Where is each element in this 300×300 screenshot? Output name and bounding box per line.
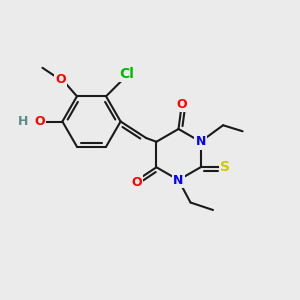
Text: Cl: Cl	[120, 67, 134, 81]
Text: N: N	[195, 135, 206, 148]
Text: O: O	[34, 115, 45, 128]
Text: S: S	[220, 160, 230, 174]
Text: O: O	[132, 176, 142, 189]
Text: N: N	[173, 173, 184, 187]
Text: O: O	[55, 73, 66, 86]
Text: O: O	[176, 98, 187, 111]
Text: H: H	[18, 115, 28, 128]
